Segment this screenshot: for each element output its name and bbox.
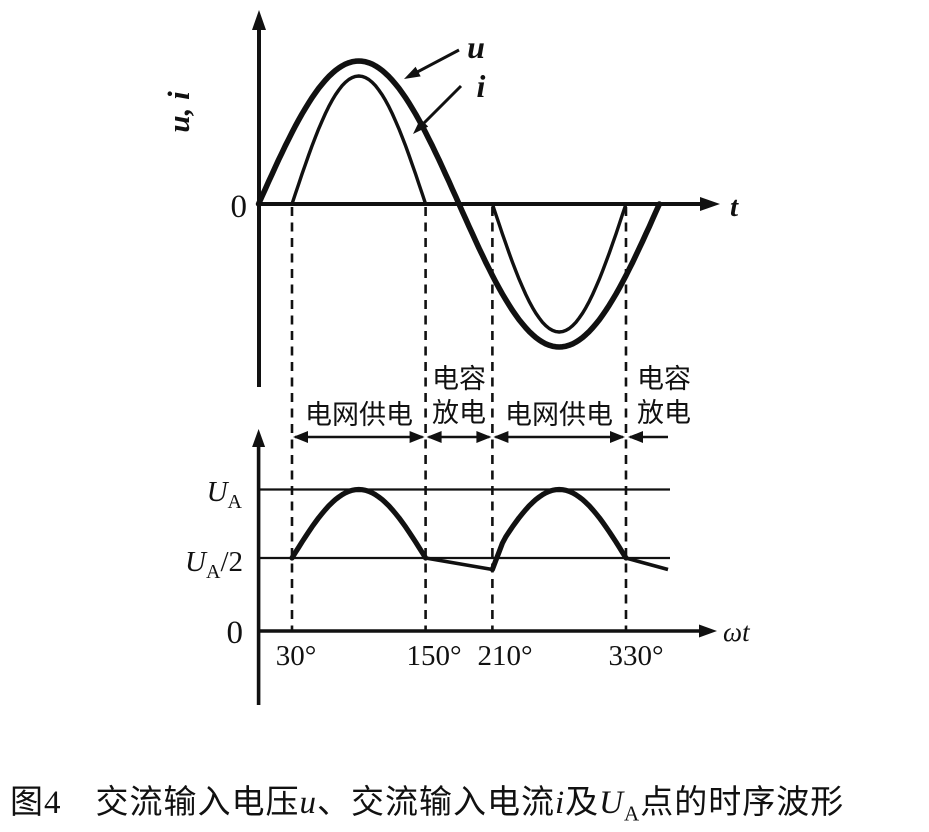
capacitor-discharge-segment-2: [625, 556, 669, 572]
top-origin-label: 0: [231, 189, 248, 225]
region-span-right-arrowhead-2: [610, 431, 625, 443]
u-curve: [255, 58, 663, 350]
capacitor-discharge-segment-1: [425, 556, 493, 572]
caption-text-3: 及: [565, 785, 600, 821]
region-label-capacitor-discharge-2-line1: 电容: [637, 364, 691, 394]
region-span-left-arrowhead-2: [493, 431, 509, 443]
tick-150deg: 150°: [406, 640, 461, 672]
ua-waveform-hump-1: [289, 486, 429, 561]
region-span-left-arrowhead-3: [627, 431, 643, 443]
axis-x-top-arrowhead: [700, 197, 720, 211]
ua-level-label: UA: [207, 476, 243, 513]
ua-waveform-hump-2: [489, 486, 629, 573]
i-pointer-arrowhead: [413, 118, 429, 134]
tick-210deg: 210°: [477, 640, 532, 672]
region-label-capacitor-discharge-2-line2: 放电: [637, 398, 691, 428]
axis-y-bottom-arrowhead: [252, 429, 266, 447]
waveform-figure: u, i 0 t u i 电网供电 电容 放电 电网供电 电容 放电 UA UA…: [161, 10, 751, 705]
figure-linework: [252, 10, 720, 705]
tick-330deg: 330°: [608, 640, 663, 672]
region-label-capacitor-discharge-1-line2: 放电: [432, 398, 486, 428]
u-pointer-line: [411, 48, 460, 77]
axis-x-bottom-arrowhead: [699, 624, 717, 638]
u-pointer-arrowhead: [404, 66, 421, 79]
region-span-left-arrowhead-0: [292, 431, 308, 443]
caption-text-1: 交流输入电压: [95, 785, 300, 821]
top-ylabel: u, i: [161, 91, 196, 133]
region-label-capacitor-discharge-1-line1: 电容: [432, 364, 486, 394]
caption-text-4: 点的时序波形: [640, 785, 845, 821]
ua-half-level-label: UA/2: [185, 546, 243, 583]
caption-text-2: 、交流输入电流: [317, 785, 555, 821]
caption-u-symbol: u: [299, 785, 317, 821]
region-label-grid-supply-2: 电网供电: [505, 400, 613, 430]
region-span-right-arrowhead-0: [409, 431, 425, 443]
bottom-xlabel: ωt: [723, 617, 751, 647]
bottom-origin-label: 0: [227, 615, 244, 651]
caption-i-symbol: i: [555, 785, 566, 821]
u-curve-label: u: [467, 29, 485, 65]
figure-caption: 图4 交流输入电压u、交流输入电流i及UA点的时序波形: [10, 775, 925, 826]
i-curve-label: i: [477, 68, 486, 104]
top-xlabel: t: [730, 191, 739, 223]
tick-30deg: 30°: [276, 640, 317, 672]
caption-ua-symbol: U: [599, 785, 625, 821]
region-label-grid-supply-1: 电网供电: [305, 400, 413, 430]
caption-ua-subscript: A: [624, 801, 641, 826]
region-span-left-arrowhead-1: [426, 431, 442, 443]
i-pointer-line: [418, 84, 463, 129]
figure-number: 图4: [10, 785, 62, 821]
region-span-right-arrowhead-1: [476, 431, 492, 443]
i-curve-negative-pulse: [490, 202, 628, 334]
axis-y-top-arrowhead: [252, 10, 266, 30]
i-curve-positive-pulse: [290, 74, 428, 206]
